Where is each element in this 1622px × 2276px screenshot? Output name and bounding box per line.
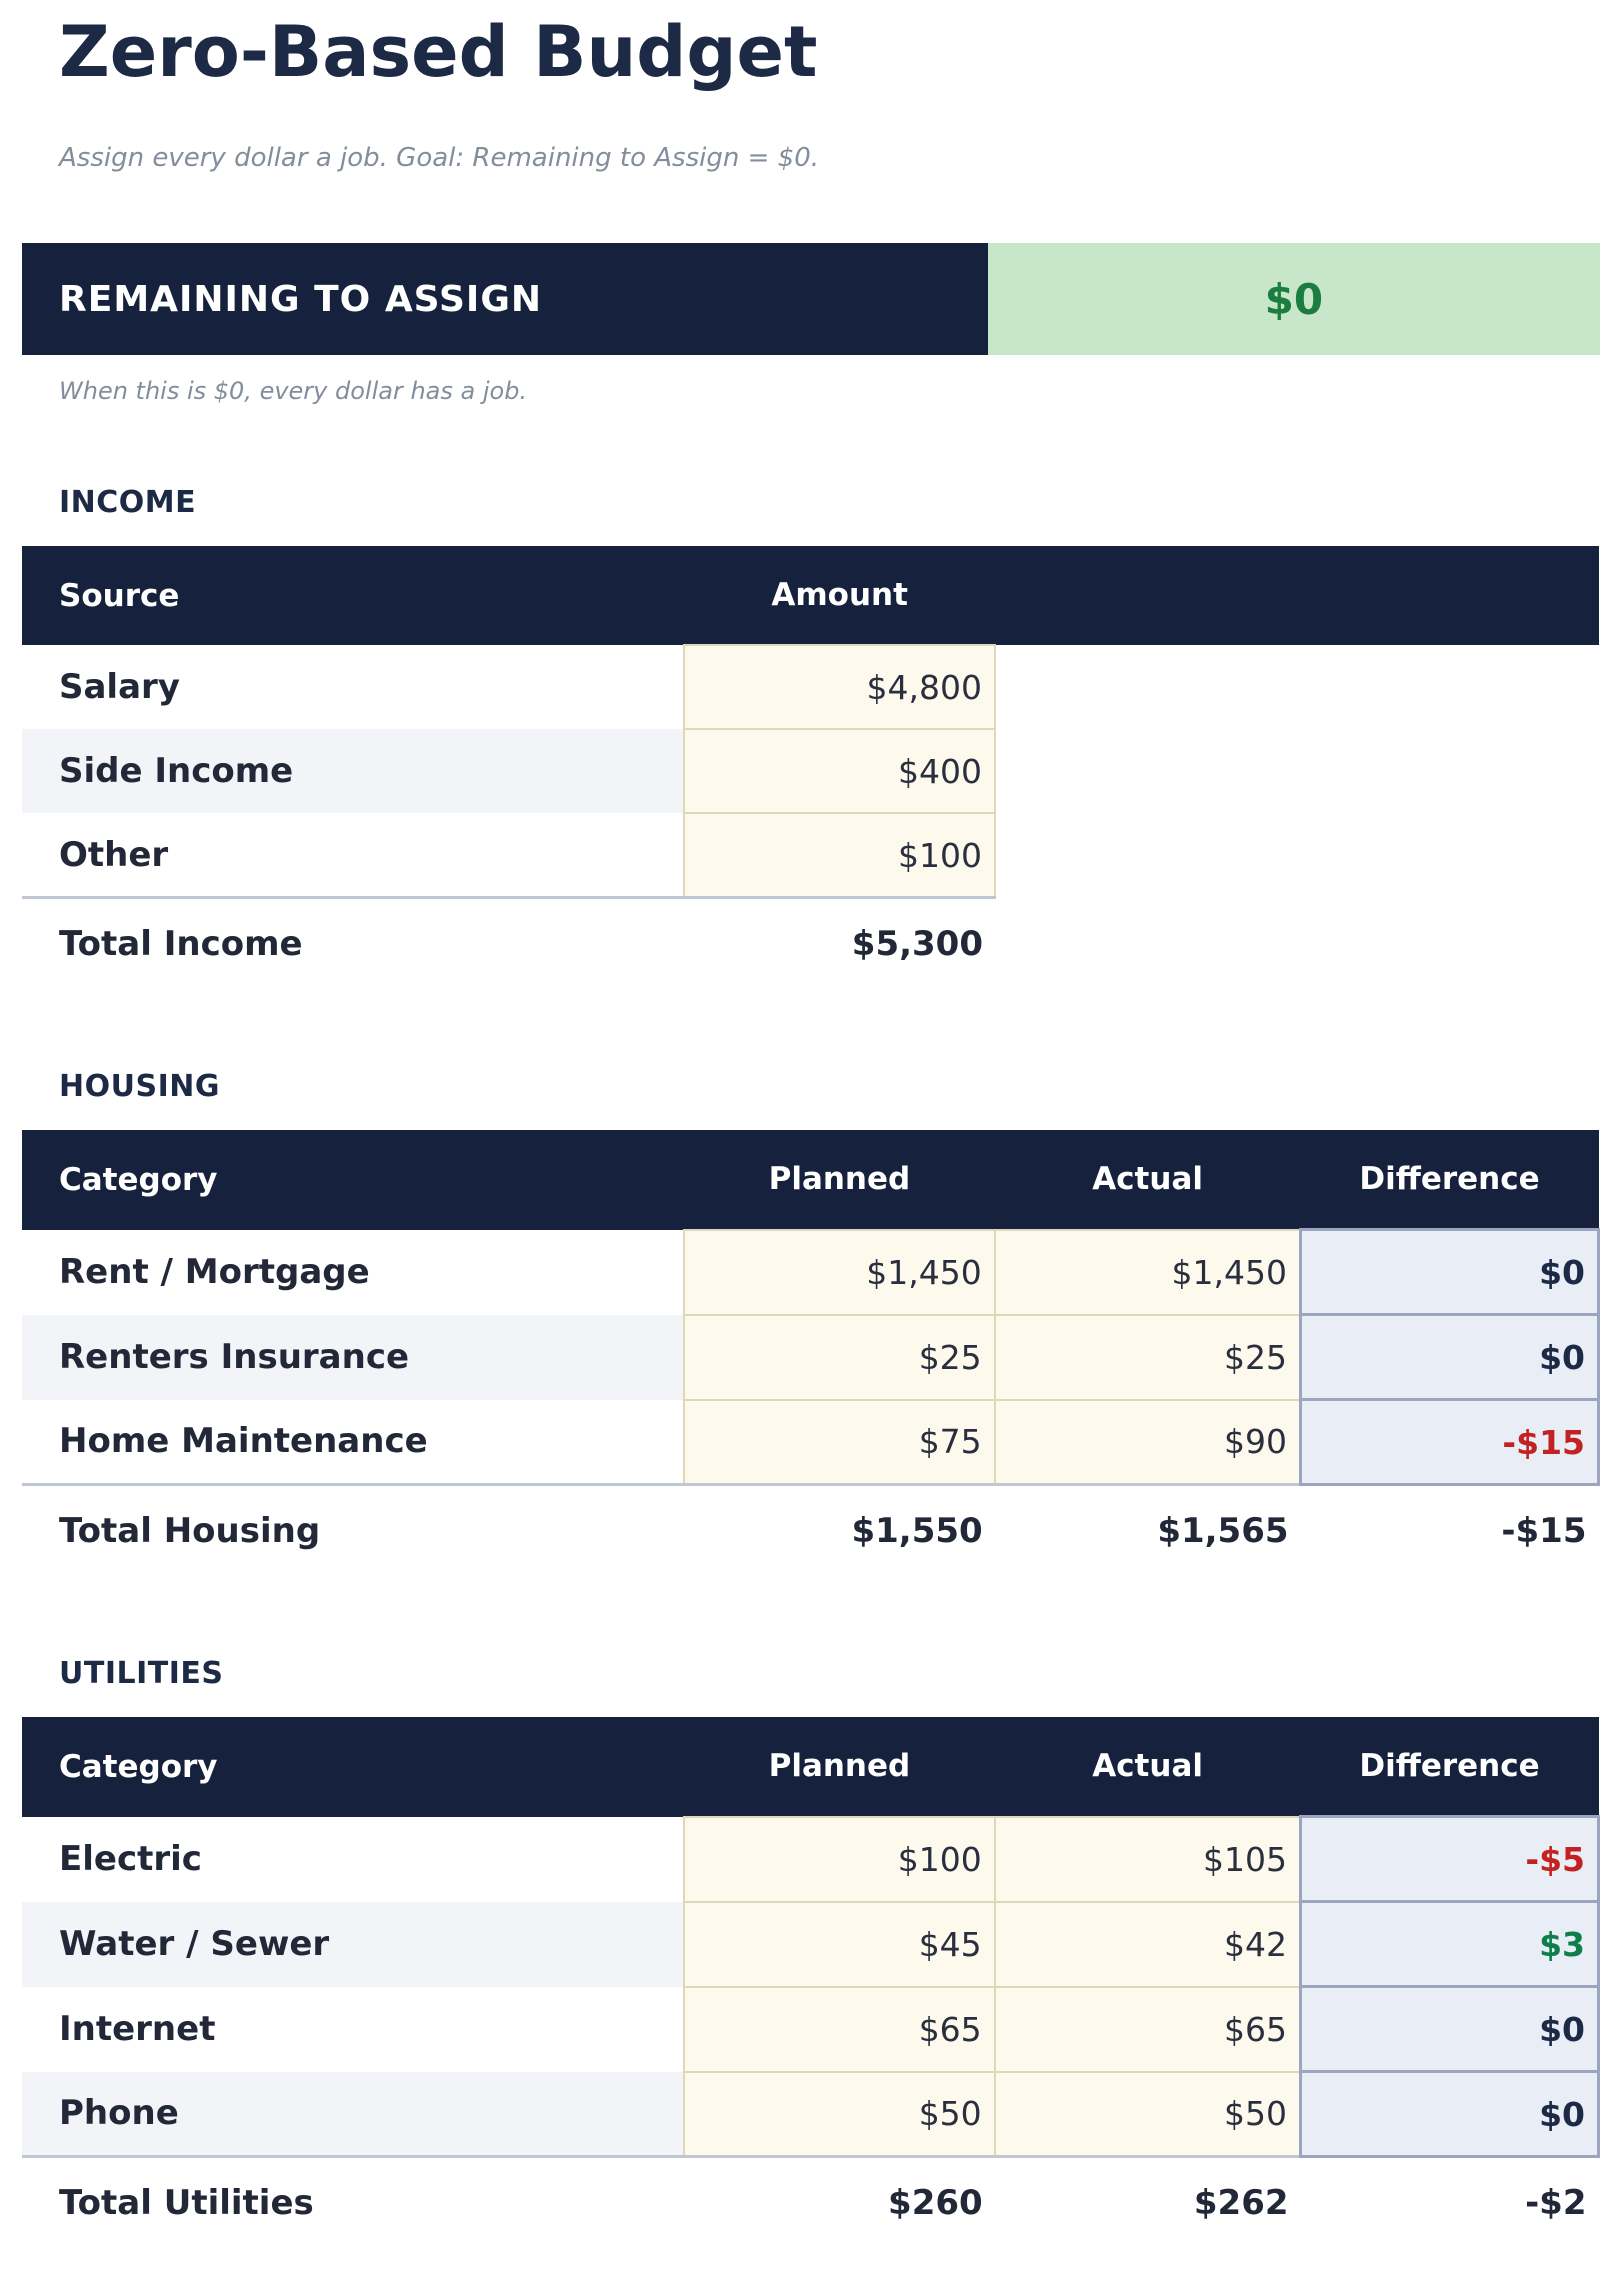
amount-cell[interactable]: $42 bbox=[993, 1900, 1302, 1988]
empty-cell bbox=[1301, 645, 1599, 729]
column-header-source: Source bbox=[22, 546, 685, 645]
remaining-to-assign-value: $0 bbox=[987, 243, 1600, 355]
page-subtitle: Assign every dollar a job. Goal: Remaini… bbox=[59, 143, 820, 173]
header-spacer bbox=[994, 546, 1301, 645]
income-section: INCOME Source Amount Salary $4,800 Side Inc… bbox=[22, 485, 1600, 989]
section-heading-housing: HOUSING bbox=[59, 1069, 220, 1104]
utilities-section: UTILITIES Category Planned Actual Differenc… bbox=[22, 1656, 1600, 2248]
amount-cell[interactable]: $1,450 bbox=[993, 1228, 1302, 1316]
housing-section: HOUSING Category Planned Actual Difference … bbox=[22, 1069, 1600, 1576]
column-header-category: Category bbox=[22, 1130, 685, 1230]
header-spacer bbox=[1300, 546, 1599, 645]
income-header-row: Source Amount bbox=[22, 546, 1599, 645]
total-amount: $1,565 bbox=[994, 1483, 1301, 1576]
empty-cell bbox=[1301, 898, 1599, 990]
total-row: Total Housing $1,550 $1,565 -$15 bbox=[22, 1483, 1599, 1576]
total-amount: $1,550 bbox=[684, 1483, 995, 1576]
column-header-planned: Planned bbox=[684, 1717, 995, 1817]
table-row: Side Income $400 bbox=[22, 728, 1599, 814]
amount-cell[interactable]: $100 bbox=[683, 812, 996, 899]
difference-cell: $0 bbox=[1299, 1985, 1600, 2073]
row-label: Water / Sewer bbox=[22, 1901, 685, 1987]
table-row: Electric $100 $105 -$5 bbox=[22, 1815, 1600, 1903]
column-header-amount: Amount bbox=[684, 546, 995, 645]
amount-cell[interactable]: $90 bbox=[993, 1398, 1302, 1486]
total-row: Total Utilities $260 $262 -$2 bbox=[22, 2155, 1599, 2248]
column-header-difference: Difference bbox=[1300, 1130, 1599, 1230]
amount-cell[interactable]: $50 bbox=[683, 2070, 996, 2158]
amount-cell[interactable]: $4,800 bbox=[683, 644, 996, 730]
row-label: Salary bbox=[59, 667, 180, 707]
empty-cell bbox=[1301, 813, 1599, 898]
empty-cell bbox=[995, 898, 1301, 990]
total-label: Total Housing bbox=[22, 1483, 685, 1576]
housing-header-row: Category Planned Actual Difference bbox=[22, 1130, 1599, 1230]
amount-cell[interactable]: $50 bbox=[993, 2070, 1302, 2158]
difference-cell: $0 bbox=[1299, 1313, 1600, 1401]
difference-cell: -$5 bbox=[1299, 1815, 1600, 1903]
amount-cell[interactable]: $25 bbox=[993, 1313, 1302, 1401]
income-table: Source Amount Salary $4,800 Side Income $400… bbox=[22, 546, 1600, 989]
column-header-planned: Planned bbox=[684, 1130, 995, 1230]
row-label: Side Income bbox=[22, 729, 685, 813]
table-row: Internet $65 $65 $0 bbox=[22, 1985, 1600, 2073]
amount-cell[interactable]: $400 bbox=[683, 728, 996, 814]
row-label: Internet bbox=[59, 2009, 216, 2049]
row-label: Phone bbox=[22, 2071, 685, 2157]
column-header-actual: Actual bbox=[994, 1717, 1301, 1817]
row-label: Renters Insurance bbox=[22, 1314, 685, 1400]
section-heading-income: INCOME bbox=[59, 485, 197, 520]
total-label: Total Income bbox=[22, 896, 685, 989]
total-amount: $5,300 bbox=[684, 896, 995, 989]
section-heading-utilities: UTILITIES bbox=[59, 1656, 224, 1691]
total-amount: $260 bbox=[684, 2155, 995, 2248]
row-label: Electric bbox=[59, 1839, 202, 1879]
amount-cell[interactable]: $100 bbox=[683, 1815, 996, 1903]
remaining-note: When this is $0, every dollar has a job. bbox=[59, 377, 528, 405]
difference-cell: $0 bbox=[1299, 2070, 1600, 2158]
page-title: Zero-Based Budget bbox=[59, 11, 818, 93]
empty-cell bbox=[995, 645, 1301, 729]
difference-cell: $0 bbox=[1299, 1228, 1600, 1316]
amount-cell[interactable]: $65 bbox=[683, 1985, 996, 2073]
amount-cell[interactable]: $1,450 bbox=[683, 1228, 996, 1316]
empty-cell bbox=[995, 813, 1301, 898]
amount-cell[interactable]: $25 bbox=[683, 1313, 996, 1401]
utilities-table: Category Planned Actual Difference Electric… bbox=[22, 1717, 1600, 2248]
row-label: Home Maintenance bbox=[59, 1421, 428, 1462]
amount-cell[interactable]: $75 bbox=[683, 1398, 996, 1486]
table-row: Salary $4,800 bbox=[22, 644, 1599, 730]
total-difference: -$15 bbox=[1300, 1483, 1599, 1576]
utilities-header-row: Category Planned Actual Difference bbox=[22, 1717, 1599, 1817]
total-label: Total Utilities bbox=[22, 2155, 685, 2248]
row-label: Rent / Mortgage bbox=[59, 1252, 370, 1292]
remaining-to-assign-bar: REMAINING TO ASSIGN $0 bbox=[22, 243, 1600, 355]
table-row: Home Maintenance $75 $90 -$15 bbox=[22, 1398, 1600, 1486]
amount-cell[interactable]: $45 bbox=[683, 1900, 996, 1988]
budget-page: Zero-Based Budget Assign every dollar a … bbox=[22, 14, 1600, 2248]
amount-cell[interactable]: $65 bbox=[993, 1985, 1302, 2073]
total-amount: $262 bbox=[994, 2155, 1301, 2248]
column-header-actual: Actual bbox=[994, 1130, 1301, 1230]
housing-table: Category Planned Actual Difference Rent / M… bbox=[22, 1130, 1600, 1576]
table-row: Other $100 bbox=[22, 812, 1599, 899]
difference-cell: -$15 bbox=[1299, 1398, 1600, 1486]
table-row: Renters Insurance $25 $25 $0 bbox=[22, 1313, 1600, 1401]
amount-cell[interactable]: $105 bbox=[993, 1815, 1302, 1903]
column-header-difference: Difference bbox=[1300, 1717, 1599, 1817]
difference-cell: $3 bbox=[1299, 1900, 1600, 1988]
table-row: Phone $50 $50 $0 bbox=[22, 2070, 1600, 2158]
row-label: Other bbox=[59, 834, 169, 875]
empty-cell bbox=[995, 729, 1301, 813]
table-row: Water / Sewer $45 $42 $3 bbox=[22, 1900, 1600, 1988]
column-header-category: Category bbox=[22, 1717, 685, 1817]
empty-cell bbox=[1301, 729, 1599, 813]
total-row: Total Income $5,300 bbox=[22, 896, 1599, 990]
total-difference: -$2 bbox=[1300, 2155, 1599, 2248]
table-row: Rent / Mortgage $1,450 $1,450 $0 bbox=[22, 1228, 1600, 1316]
remaining-to-assign-label: REMAINING TO ASSIGN bbox=[22, 243, 988, 355]
